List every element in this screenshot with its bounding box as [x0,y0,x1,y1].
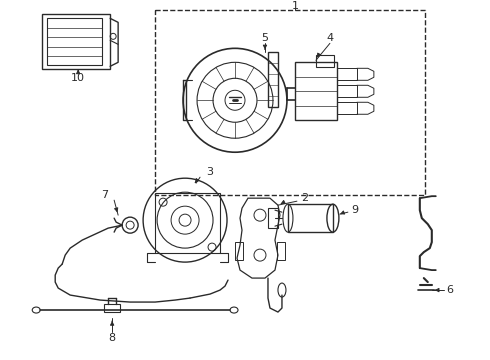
Text: 5: 5 [262,33,269,43]
Text: 9: 9 [351,205,359,215]
Bar [235,242,243,260]
Bar [277,242,285,260]
Bar [288,204,333,232]
Text: 1: 1 [292,1,298,12]
Text: 7: 7 [101,190,109,200]
Bar [337,85,357,97]
Bar [268,208,278,228]
Bar [155,10,425,195]
Text: 2: 2 [301,193,309,203]
Bar [47,18,102,65]
Text: 10: 10 [71,73,85,83]
Bar [155,193,220,253]
Text: 8: 8 [109,333,116,343]
Text: 6: 6 [446,285,453,295]
Bar [337,102,357,114]
Bar [337,68,357,80]
Bar [316,55,334,67]
Text: 3: 3 [207,167,214,177]
Bar [295,62,337,120]
Bar [104,304,120,312]
Bar [268,52,278,107]
Text: 4: 4 [326,33,334,43]
Bar [42,14,110,69]
